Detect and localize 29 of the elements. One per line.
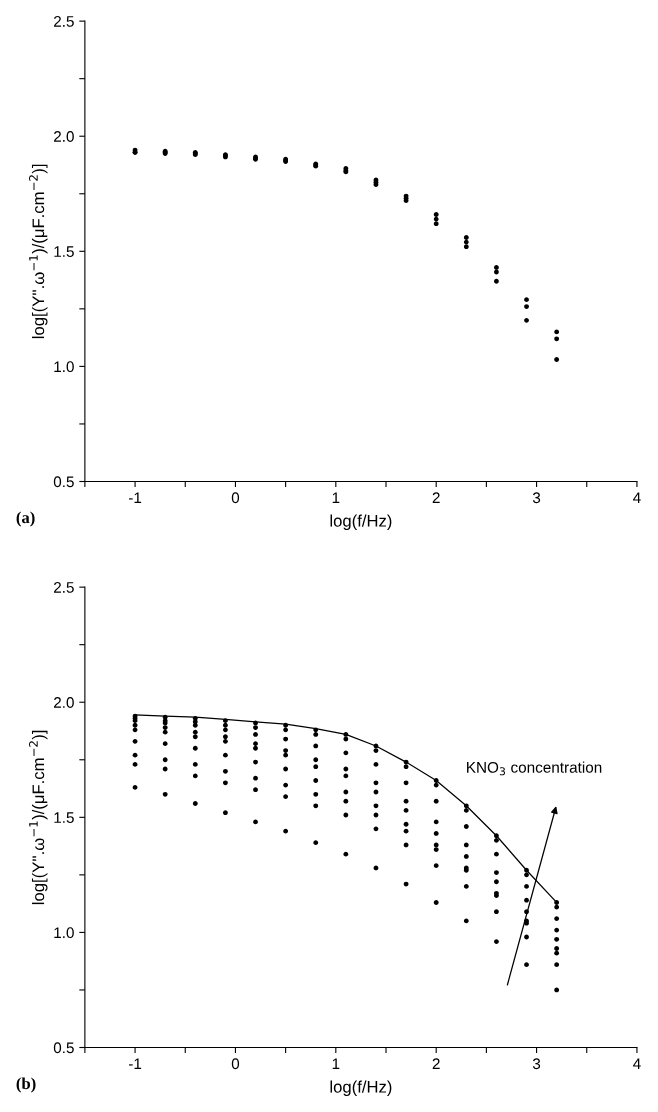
y-tick-label: 1.5 bbox=[54, 246, 74, 257]
y-tick-label: 2.5 bbox=[54, 16, 74, 27]
x-tick-label: 0 bbox=[231, 492, 240, 504]
text: (a) bbox=[16, 511, 35, 527]
y-tick-label: 0.5 bbox=[53, 476, 74, 488]
x-tick-label: 4 bbox=[633, 492, 641, 503]
x-tick-label: 1 bbox=[332, 492, 340, 503]
y-tick-label: 2.0 bbox=[54, 131, 74, 142]
x-tick-label: -1 bbox=[128, 1058, 142, 1069]
y-tick-label: 2.5 bbox=[54, 582, 74, 593]
annotation: KNO$_{3}$ concentration bbox=[467, 761, 602, 776]
y-axis-title: log[(Y''.ω$^{−1}$)/(μF.cm$^{−2}$)] bbox=[29, 164, 48, 339]
x-tick-label: 3 bbox=[532, 1058, 541, 1070]
x-tick-label: 2 bbox=[432, 492, 440, 503]
x-tick-label: 3 bbox=[532, 492, 541, 504]
x-axis-title: log(f/Hz) bbox=[330, 514, 392, 531]
x-tick-label: 1 bbox=[332, 1058, 340, 1069]
x-tick-label: -1 bbox=[128, 492, 142, 503]
y-tick-label: 0.5 bbox=[53, 1042, 74, 1054]
y-tick-label: 2.0 bbox=[54, 697, 74, 708]
text: (b) bbox=[16, 1077, 36, 1093]
x-tick-label: 2 bbox=[432, 1058, 440, 1069]
y-tick-label: 1.5 bbox=[54, 812, 74, 824]
y-tick-label: 1.0 bbox=[54, 361, 74, 373]
y-tick-label: 1.0 bbox=[54, 927, 74, 939]
y-axis-title: log[(Y''.ω$^{−1}$)/(μF.cm$^{−2}$)] bbox=[29, 730, 48, 905]
x-tick-label: 0 bbox=[231, 1058, 240, 1070]
x-axis-title: log(f/Hz) bbox=[330, 1080, 392, 1097]
x-tick-label: 4 bbox=[633, 1058, 641, 1069]
